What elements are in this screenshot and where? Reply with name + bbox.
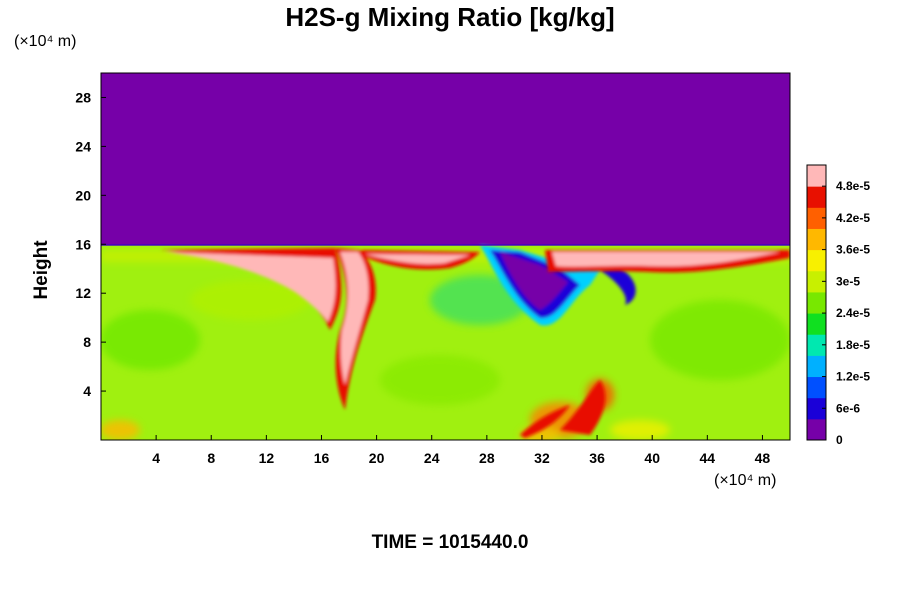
y-tick-label: 12 bbox=[75, 285, 91, 301]
colorbar-swatch bbox=[807, 334, 826, 356]
colorbar-tick-label: 0 bbox=[836, 433, 843, 447]
x-tick-label: 4 bbox=[152, 450, 160, 466]
x-tick-label: 44 bbox=[700, 450, 716, 466]
colorbar-swatch bbox=[807, 291, 826, 314]
x-tick-label: 12 bbox=[259, 450, 275, 466]
colorbar-swatch bbox=[807, 397, 826, 420]
x-tick-label: 8 bbox=[207, 450, 215, 466]
colorbar-tick-label: 6e-6 bbox=[836, 401, 860, 415]
y-axis-ticks: 4 8 12 16 20 24 28 bbox=[75, 89, 106, 399]
colorbar-frame bbox=[806, 164, 827, 441]
x-tick-label: 20 bbox=[369, 450, 385, 466]
x-tick-label: 24 bbox=[424, 450, 440, 466]
colorbar-tick-label: 2.4e-5 bbox=[836, 306, 870, 320]
colorbar-tick-label: 3e-5 bbox=[836, 274, 860, 288]
colorbar-swatch bbox=[807, 270, 826, 293]
y-tick-label: 16 bbox=[75, 236, 91, 252]
y-axis-unit: (×10⁴ m) bbox=[14, 33, 77, 50]
colorbar-swatches bbox=[807, 165, 826, 441]
x-tick-label: 40 bbox=[644, 450, 660, 466]
y-tick-label: 28 bbox=[75, 89, 91, 105]
x-tick-label: 16 bbox=[314, 450, 330, 466]
colorbar-swatch bbox=[807, 207, 826, 229]
y-tick-label: 20 bbox=[75, 187, 91, 203]
plot-frame bbox=[100, 72, 791, 441]
colorbar-tick-label: 1.8e-5 bbox=[836, 338, 870, 352]
colorbar-swatch bbox=[807, 186, 826, 208]
x-tick-label: 28 bbox=[479, 450, 495, 466]
colorbar: 0 6e-6 1.2e-5 1.8e-5 2.4e-5 3e-5 3.6e-5 4.2e-5 4… bbox=[806, 164, 870, 447]
heatmap-field bbox=[101, 73, 790, 440]
colorbar-tick-label: 1.2e-5 bbox=[836, 370, 870, 384]
colorbar-swatch bbox=[807, 418, 826, 441]
colorbar-swatch bbox=[807, 228, 826, 251]
colorbar-swatch bbox=[807, 355, 826, 378]
colorbar-swatch bbox=[807, 376, 826, 399]
colorbar-tick-label: 3.6e-5 bbox=[836, 243, 870, 257]
x-tick-label: 36 bbox=[589, 450, 605, 466]
y-tick-label: 24 bbox=[75, 138, 91, 154]
x-tick-label: 48 bbox=[755, 450, 771, 466]
x-axis-ticks: 4 8 12 16 20 24 28 32 36 40 44 48 bbox=[152, 435, 770, 466]
colorbar-swatch bbox=[807, 313, 826, 335]
colorbar-tick-label: 4.8e-5 bbox=[836, 179, 870, 193]
colorbar-ticks: 0 6e-6 1.2e-5 1.8e-5 2.4e-5 3e-5 3.6e-5 4.2e-5 4… bbox=[822, 179, 870, 447]
colorbar-tick-label: 4.2e-5 bbox=[836, 211, 870, 225]
colorbar-swatch bbox=[807, 165, 826, 187]
chart-title: H2S-g Mixing Ratio [kg/kg] bbox=[285, 2, 615, 32]
y-tick-label: 8 bbox=[83, 334, 91, 350]
colorbar-swatch bbox=[807, 249, 826, 272]
time-label: TIME = 1015440.0 bbox=[371, 532, 529, 553]
x-tick-label: 32 bbox=[534, 450, 550, 466]
field-upper-region bbox=[101, 73, 790, 245]
field-plumes bbox=[160, 248, 790, 438]
y-tick-label: 4 bbox=[83, 383, 91, 399]
x-axis-unit: (×10⁴ m) bbox=[714, 472, 777, 489]
